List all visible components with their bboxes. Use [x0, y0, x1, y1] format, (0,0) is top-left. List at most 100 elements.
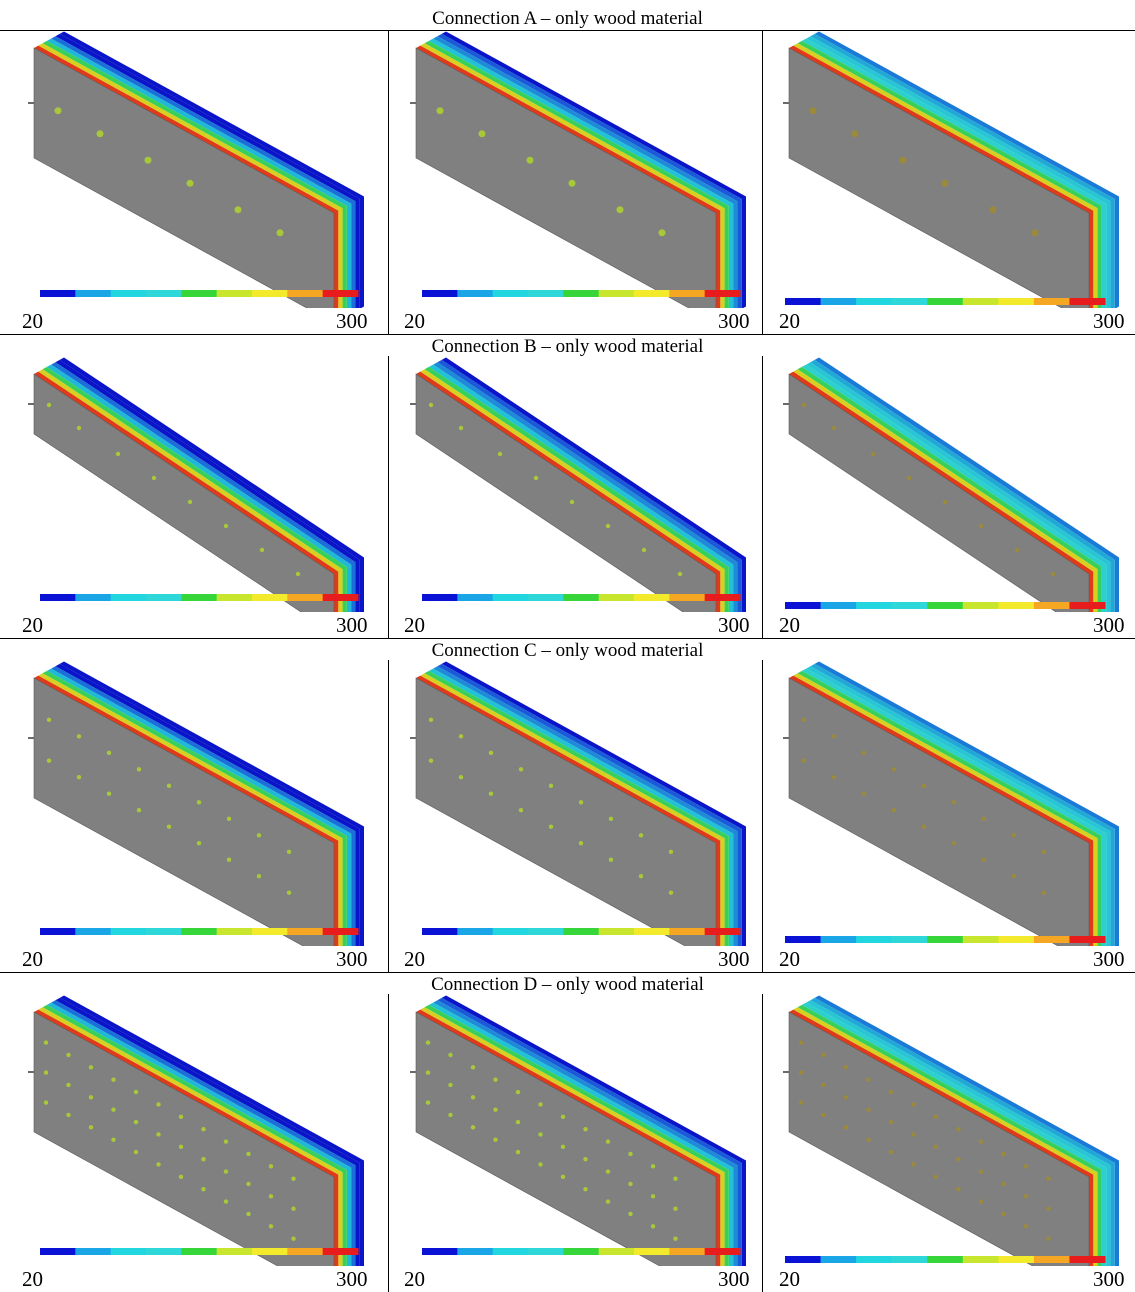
beam-panel: 20 300 — [765, 994, 1135, 1292]
beam-panel: 20 300 — [765, 356, 1135, 638]
colorbar-segment — [252, 1248, 288, 1255]
column-separator — [762, 30, 763, 334]
beam-front-face — [788, 1011, 1090, 1266]
colorbar-segment — [216, 928, 253, 935]
colorbar-segment — [322, 290, 359, 297]
bolt-marker — [650, 1164, 656, 1169]
bolt-marker — [223, 523, 229, 529]
bolt-marker — [1046, 1236, 1051, 1241]
temperature-stripe — [428, 38, 734, 308]
temperature-stripe — [51, 36, 356, 308]
bolt-marker — [88, 1065, 94, 1070]
colorbar-segment — [110, 928, 147, 935]
bolt-marker — [831, 425, 837, 431]
colorbar-segment — [110, 594, 147, 601]
colorbar-min-label: 20 — [779, 1267, 800, 1291]
colorbar-segment — [704, 290, 741, 297]
bolt-marker — [801, 717, 807, 723]
bolt-marker — [166, 783, 172, 789]
bolt-marker — [286, 890, 292, 895]
bolt-marker — [156, 1132, 161, 1137]
bolt-marker — [458, 774, 464, 780]
bolt-marker — [151, 475, 157, 481]
colorbar-min-label: 20 — [404, 309, 425, 333]
bolt-marker — [515, 1149, 521, 1155]
temperature-stripe — [793, 43, 1098, 308]
colorbar-segment — [962, 936, 999, 943]
bolt-marker — [583, 1187, 588, 1192]
bolt-marker — [291, 1206, 296, 1211]
temperature-stripe — [801, 38, 1107, 308]
temperature-plot — [783, 995, 1119, 1266]
temperature-stripe — [46, 1002, 352, 1266]
colorbar-segment — [856, 298, 893, 305]
colorbar-max-label: 300 — [718, 1267, 750, 1291]
colorbar-segment — [422, 594, 458, 601]
colorbar-segment — [634, 928, 670, 935]
beam-panel: 20 300 — [765, 30, 1135, 334]
bolt-marker — [942, 499, 948, 505]
temperature-stripe — [810, 997, 1115, 1266]
colorbar-segment — [252, 594, 288, 601]
colorbar-segment — [785, 936, 822, 943]
bolt-marker — [526, 156, 534, 164]
colorbar-segment — [146, 928, 182, 935]
bolt-marker — [548, 783, 554, 789]
colorbar-segment — [1033, 936, 1070, 943]
colorbar-segment — [1069, 602, 1106, 609]
colorbar-segment — [563, 1248, 600, 1255]
bolt-marker — [951, 840, 957, 846]
bolt-marker — [538, 1132, 543, 1137]
bolt-marker — [668, 849, 674, 855]
temperature-plot — [783, 357, 1119, 612]
bolt-marker — [798, 1070, 804, 1075]
bolt-marker — [605, 523, 611, 529]
colorbar-segment — [1033, 602, 1070, 609]
beam-front-face — [788, 47, 1090, 308]
bolt-marker — [861, 791, 867, 796]
bolt-marker — [628, 1181, 633, 1187]
bolt-marker — [978, 1199, 984, 1204]
bolt-marker — [178, 1144, 184, 1150]
colorbar-segment — [1033, 298, 1070, 305]
bolt-marker — [933, 1174, 939, 1180]
bolt-marker — [641, 547, 647, 553]
bolt-marker — [291, 1236, 296, 1241]
bolt-marker — [136, 807, 142, 813]
colorbar-segment — [563, 928, 600, 935]
colorbar-segment — [669, 290, 706, 297]
bolt-marker — [956, 1127, 961, 1132]
colorbar-min-label: 20 — [779, 947, 800, 971]
temperature-plot — [783, 31, 1119, 308]
colorbar-segment — [146, 1248, 182, 1255]
bolt-marker — [458, 734, 464, 739]
bolt-marker — [798, 1040, 804, 1045]
bolt-marker — [493, 1077, 498, 1082]
colorbar-segment — [856, 602, 893, 609]
temperature-stripe — [441, 995, 746, 1266]
bolt-marker — [448, 1112, 453, 1118]
bolt-marker — [673, 1236, 678, 1241]
bolt-marker — [246, 1211, 251, 1217]
bolt-marker — [941, 179, 949, 187]
bolt-marker — [981, 857, 987, 862]
colorbar-segment — [252, 290, 288, 297]
bolt-marker — [425, 1040, 431, 1045]
temperature-stripe — [420, 43, 725, 308]
colorbar-segment — [891, 1256, 928, 1263]
bolt-marker — [133, 1149, 139, 1155]
bolt-marker — [88, 1095, 94, 1100]
column-separator — [388, 660, 389, 972]
colorbar-segment — [322, 594, 359, 601]
temperature-stripe — [814, 995, 1119, 1266]
bolt-marker — [1001, 1211, 1006, 1217]
bolt-marker — [1011, 833, 1017, 838]
colorbar-segment — [598, 1248, 635, 1255]
bolt-marker — [951, 800, 957, 805]
colorbar-segment — [785, 602, 822, 609]
bolt-marker — [870, 451, 876, 457]
bolt-marker — [276, 229, 284, 237]
bolt-marker — [906, 475, 912, 481]
colorbar-max-label: 300 — [718, 947, 750, 971]
colorbar-min-label: 20 — [22, 613, 43, 637]
